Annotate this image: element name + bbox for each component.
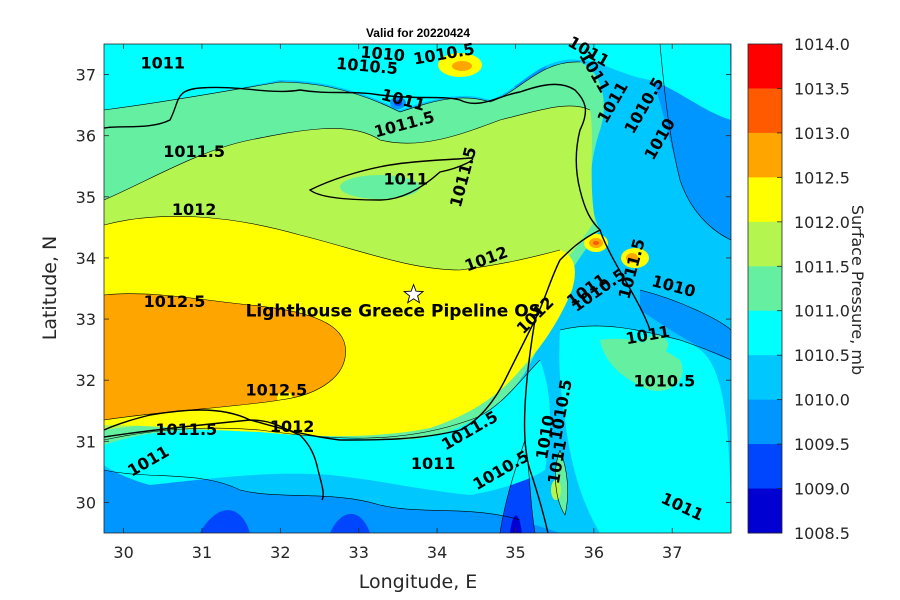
marker-label: Lighthouse Greece Pipeline OS <box>246 302 541 322</box>
colorbar-swatch <box>748 399 782 445</box>
contour-spot <box>277 392 293 404</box>
contour-label: 1012 <box>270 417 315 436</box>
x-tick-label: 32 <box>270 543 290 562</box>
colorbar-swatch <box>748 177 782 223</box>
contour-band-1010-0 <box>640 290 731 360</box>
contour-label: 1010 <box>360 42 406 65</box>
star-icon <box>402 283 425 304</box>
colorbar-frame <box>747 43 783 534</box>
colorbar-tick-label: 1012.0 <box>794 213 850 232</box>
axis-ticks: 30 31 32 33 34 35 36 37 30 31 32 33 34 35 36 37 <box>76 44 731 562</box>
contour-band-1011-0 <box>104 360 550 495</box>
contour-label: 1011 <box>141 53 186 72</box>
contour-spot <box>644 335 668 355</box>
colorbar-tick-label: 1011.0 <box>794 302 850 321</box>
y-axis-label: Latitude, N <box>39 236 61 341</box>
colorbar: 1014.0 1013.5 1013.0 1012.5 1012.0 1011.5 1011… <box>747 35 850 543</box>
y-tick-label: 35 <box>76 188 96 207</box>
contour-label: 1011 <box>411 454 456 473</box>
colorbar-swatch <box>748 355 782 401</box>
contour-band-1009-5 <box>330 513 370 533</box>
contour-spot <box>340 175 420 199</box>
contour-label: 1012 <box>172 200 217 219</box>
contour-band-1009-5 <box>200 510 250 533</box>
colorbar-tick-label: 1008.5 <box>794 524 850 543</box>
contour-spot <box>394 100 402 106</box>
axes-frame <box>103 43 732 534</box>
y-tick-label: 37 <box>76 66 96 85</box>
contour-spot <box>452 61 472 71</box>
x-tick-label: 33 <box>349 543 369 562</box>
colorbar-tick-label: 1011.5 <box>794 257 850 276</box>
y-tick-label: 32 <box>76 371 96 390</box>
colorbar-tick-label: 1009.5 <box>794 435 850 454</box>
contour-band-1011-5 <box>555 450 568 515</box>
x-tick-label: 37 <box>662 543 682 562</box>
colorbar-swatch <box>748 266 782 312</box>
colorbar-swatch <box>748 88 782 134</box>
colorbar-swatch <box>748 310 782 356</box>
y-tick-label: 30 <box>76 493 96 512</box>
contour-label: 1011 <box>383 170 428 189</box>
contour-label: 1011.5 <box>155 420 217 439</box>
colorbar-tick-label: 1009.0 <box>794 480 850 499</box>
y-tick-label: 36 <box>76 127 96 146</box>
colorbar-tick-label: 1013.5 <box>794 79 850 98</box>
contour-band-1013-0 <box>104 293 346 420</box>
colorbar-swatch <box>748 221 782 267</box>
contour-spot <box>593 241 599 245</box>
contour-plot-area <box>104 44 731 533</box>
location-marker: Lighthouse Greece Pipeline OS <box>246 283 541 322</box>
x-tick-label: 34 <box>427 543 447 562</box>
x-tick-label: 36 <box>584 543 604 562</box>
contour-label: 1011.5 <box>163 142 225 161</box>
y-tick-label: 33 <box>76 310 96 329</box>
contour-lines <box>104 44 731 533</box>
colorbar-tick-label: 1014.0 <box>794 35 850 54</box>
contour-band-1011-0 <box>104 44 731 120</box>
colorbar-label: Surface Pressure, mb <box>848 205 867 375</box>
colorbar-tick-label: 1010.5 <box>794 346 850 365</box>
colorbar-tick-label: 1013.0 <box>794 124 850 143</box>
colorbar-swatch <box>748 132 782 178</box>
contour-band-1011-0 <box>559 325 731 533</box>
x-tick-label: 31 <box>192 543 212 562</box>
y-tick-label: 34 <box>76 249 96 268</box>
colorbar-swatch <box>748 44 782 89</box>
contour-spot <box>626 253 638 263</box>
x-axis-label: Longitude, E <box>359 571 478 593</box>
contour-label: 1010.5 <box>634 371 696 390</box>
colorbar-swatch <box>748 488 782 534</box>
x-tick-label: 30 <box>113 543 133 562</box>
colorbar-swatch <box>748 444 782 490</box>
x-tick-label: 35 <box>505 543 525 562</box>
coastline <box>104 83 651 533</box>
colorbar-tick-label: 1012.5 <box>794 168 850 187</box>
y-tick-label: 31 <box>76 432 96 451</box>
contour-label: 1012.5 <box>246 380 308 399</box>
contour-spot <box>551 480 561 500</box>
colorbar-tick-label: 1010.0 <box>794 391 850 410</box>
chart-title: Valid for 20220424 <box>366 26 470 40</box>
contour-label: 1012.5 <box>144 292 206 311</box>
